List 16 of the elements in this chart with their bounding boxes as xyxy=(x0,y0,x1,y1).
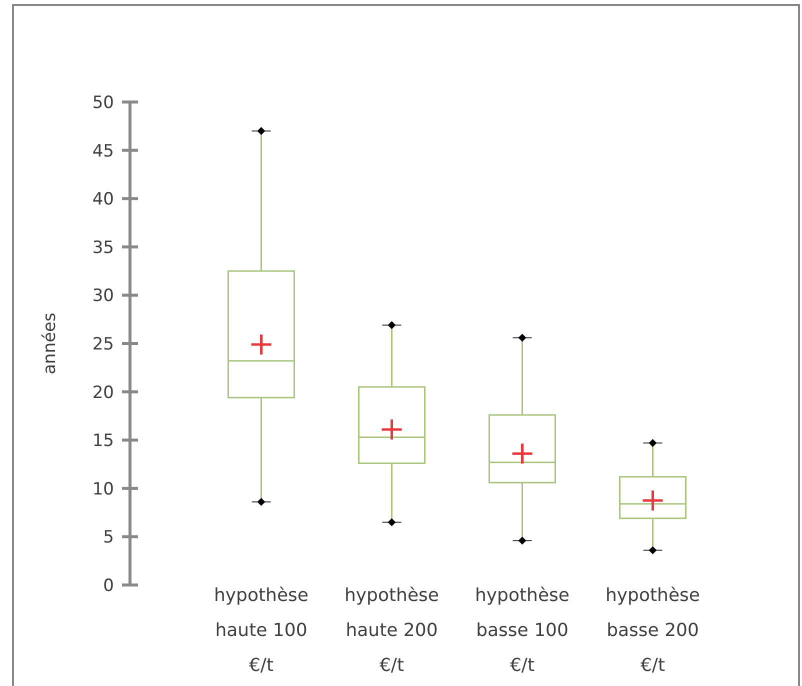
x-tick-label: hypothèse basse 200 €/t xyxy=(606,585,700,676)
y-tick-label: 15 xyxy=(92,431,114,452)
y-tick-label: 50 xyxy=(92,92,114,113)
x-tick-label: hypothèse basse 100 €/t xyxy=(475,585,570,676)
y-tick-label: 5 xyxy=(103,528,114,548)
y-tick-label: 35 xyxy=(92,238,114,258)
y-tick-label: 20 xyxy=(92,382,114,403)
y-tick-label: 45 xyxy=(92,141,114,162)
y-tick-label: 40 xyxy=(92,190,114,210)
y-axis-title: années xyxy=(40,312,60,374)
y-tick-label: 25 xyxy=(92,334,114,354)
x-tick-label: hypothèse haute 200 €/t xyxy=(344,585,439,676)
y-tick-label: 0 xyxy=(103,576,114,596)
x-tick-label: hypothèse haute 100 €/t xyxy=(214,585,308,676)
y-tick-label: 10 xyxy=(92,479,114,500)
y-tick-label: 30 xyxy=(92,286,114,306)
